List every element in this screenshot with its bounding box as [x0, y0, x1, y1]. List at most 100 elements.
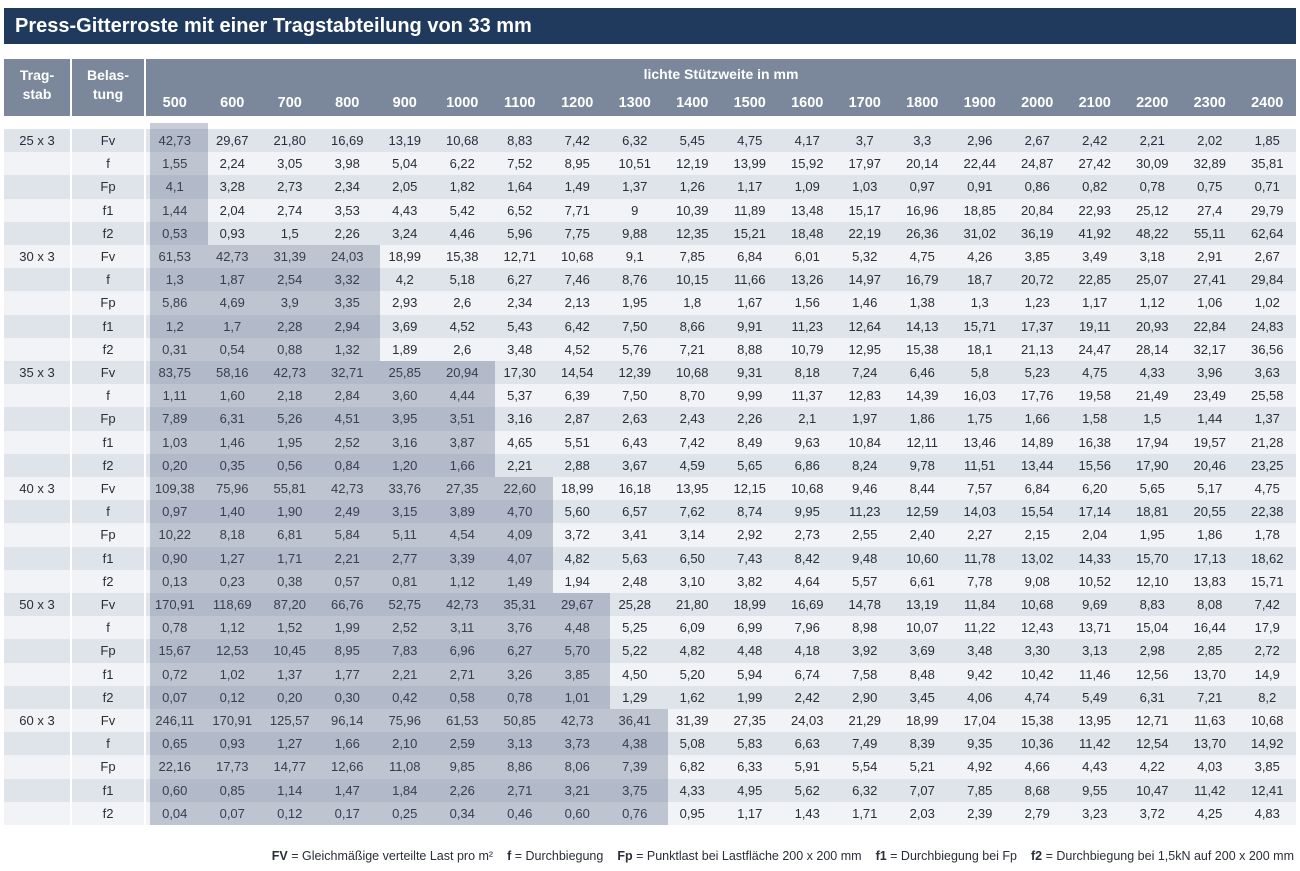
table-cell: 4,06	[967, 689, 993, 705]
header-tragstab-line1: Trag-	[19, 67, 55, 83]
table-cell: 1,17	[1082, 295, 1108, 311]
table-cell: 4,44	[449, 388, 475, 404]
table-cell: 17,97	[848, 156, 882, 172]
table-cell: 2,87	[564, 411, 590, 427]
table-cell: 21,29	[848, 713, 882, 728]
table-cell: 55,11	[1193, 225, 1226, 241]
table-cell: 3,13	[507, 736, 533, 752]
table-cell: 3,23	[1082, 805, 1108, 821]
table-cell: 2,04	[1082, 527, 1108, 543]
table-cell: 0,57	[334, 573, 360, 589]
table-cell: 2,02	[1197, 133, 1223, 148]
table-cell: 2,85	[1197, 643, 1223, 659]
table-cell: 25,58	[1250, 388, 1284, 404]
table-cell: 29,84	[1250, 272, 1284, 288]
table-cell: 3,87	[449, 434, 475, 450]
table-row	[4, 732, 1296, 756]
table-cell: 12,71	[503, 249, 537, 264]
table-cell: 14,92	[1250, 736, 1284, 752]
table-cell: 10,79	[790, 341, 824, 357]
column-separator	[70, 523, 72, 547]
table-cell: 2,59	[449, 736, 475, 752]
load-type-label: f1	[102, 434, 114, 450]
header-span-700: 700	[277, 95, 302, 111]
load-type-label: f	[106, 272, 110, 288]
table-cell: 1,62	[679, 689, 705, 705]
table-cell: 3,96	[1197, 365, 1223, 380]
table-cell: 13,02	[1020, 550, 1054, 566]
table-cell: 15,38	[1020, 713, 1054, 728]
table-cell: 0,17	[334, 805, 360, 821]
table-cell: 10,68	[675, 365, 709, 380]
table-cell: 4,43	[392, 202, 418, 218]
table-cell: 2,42	[794, 689, 820, 705]
table-cell: 5,25	[622, 620, 648, 636]
table-row	[4, 361, 1296, 385]
table-cell: 10,15	[675, 272, 709, 288]
table-cell: 2,91	[1197, 249, 1223, 264]
table-cell: 15,38	[445, 249, 479, 264]
column-separator	[70, 569, 72, 593]
table-cell: 5,54	[852, 759, 878, 775]
table-cell: 5,51	[564, 434, 590, 450]
table-cell: 22,60	[503, 481, 537, 496]
column-separator	[144, 616, 146, 640]
table-row	[4, 546, 1296, 570]
table-cell: 2,28	[277, 318, 303, 334]
table-cell: 1,66	[334, 736, 360, 752]
table-cell: 3,76	[507, 620, 533, 636]
column-separator	[144, 500, 146, 524]
table-cell: 3,16	[392, 434, 418, 450]
load-type-label: f1	[102, 782, 114, 798]
column-separator	[144, 569, 146, 593]
table-cell: 42,73	[330, 481, 364, 496]
table-cell: 15,92	[790, 156, 824, 172]
table-cell: 32,71	[330, 365, 364, 380]
table-cell: 0,31	[162, 341, 188, 357]
column-separator	[70, 616, 72, 640]
table-cell: 7,89	[162, 411, 188, 427]
table-cell: 1,67	[737, 295, 763, 311]
table-cell: 9,31	[737, 365, 763, 380]
table-cell: 6,82	[679, 759, 705, 775]
table-cell: 5,22	[622, 643, 648, 659]
table-cell: 0,93	[219, 736, 245, 752]
table-cell: 42,73	[560, 713, 594, 728]
table-cell: 52,75	[388, 597, 422, 612]
table-cell: 0,76	[622, 805, 648, 821]
table-cell: 1,5	[1143, 411, 1162, 427]
legend-item: f2 = Durchbiegung bei 1,5kN auf 200 x 20…	[1031, 849, 1294, 863]
table-cell: 9,42	[967, 666, 993, 682]
table-cell: 10,68	[1250, 713, 1284, 728]
column-separator	[144, 523, 146, 547]
table-cell: 17,37	[1020, 318, 1054, 334]
load-type-label: Fp	[100, 527, 116, 543]
table-cell: 7,57	[967, 481, 993, 496]
table-cell: 6,33	[737, 759, 763, 775]
table-cell: 8,68	[1024, 782, 1050, 798]
column-separator	[70, 268, 72, 292]
table-cell: 20,94	[445, 365, 479, 380]
table-cell: 8,39	[909, 736, 935, 752]
table-cell: 1,64	[507, 179, 533, 195]
table-cell: 3,85	[1254, 759, 1280, 775]
table-cell: 2,74	[277, 202, 303, 218]
table-cell: 2,6	[453, 295, 472, 311]
table-cell: 3,63	[1254, 365, 1280, 380]
table-cell: 2,93	[392, 295, 418, 311]
shaded-block	[150, 245, 380, 361]
table-cell: 3,10	[679, 573, 705, 589]
table-cell: 10,42	[1020, 666, 1054, 682]
table-cell: 3,11	[450, 620, 475, 636]
table-cell: 20,14	[905, 156, 939, 172]
table-cell: 9,69	[1082, 597, 1108, 612]
header-span-1800: 1800	[906, 95, 939, 111]
table-cell: 1,03	[162, 434, 188, 450]
table-cell: 5,60	[564, 504, 590, 520]
table-cell: 0,81	[392, 573, 418, 589]
column-separator	[70, 221, 72, 245]
table-cell: 4,92	[967, 759, 993, 775]
table-cell: 0,78	[507, 689, 533, 705]
column-separator	[70, 198, 72, 222]
table-cell: 5,65	[1139, 481, 1165, 496]
